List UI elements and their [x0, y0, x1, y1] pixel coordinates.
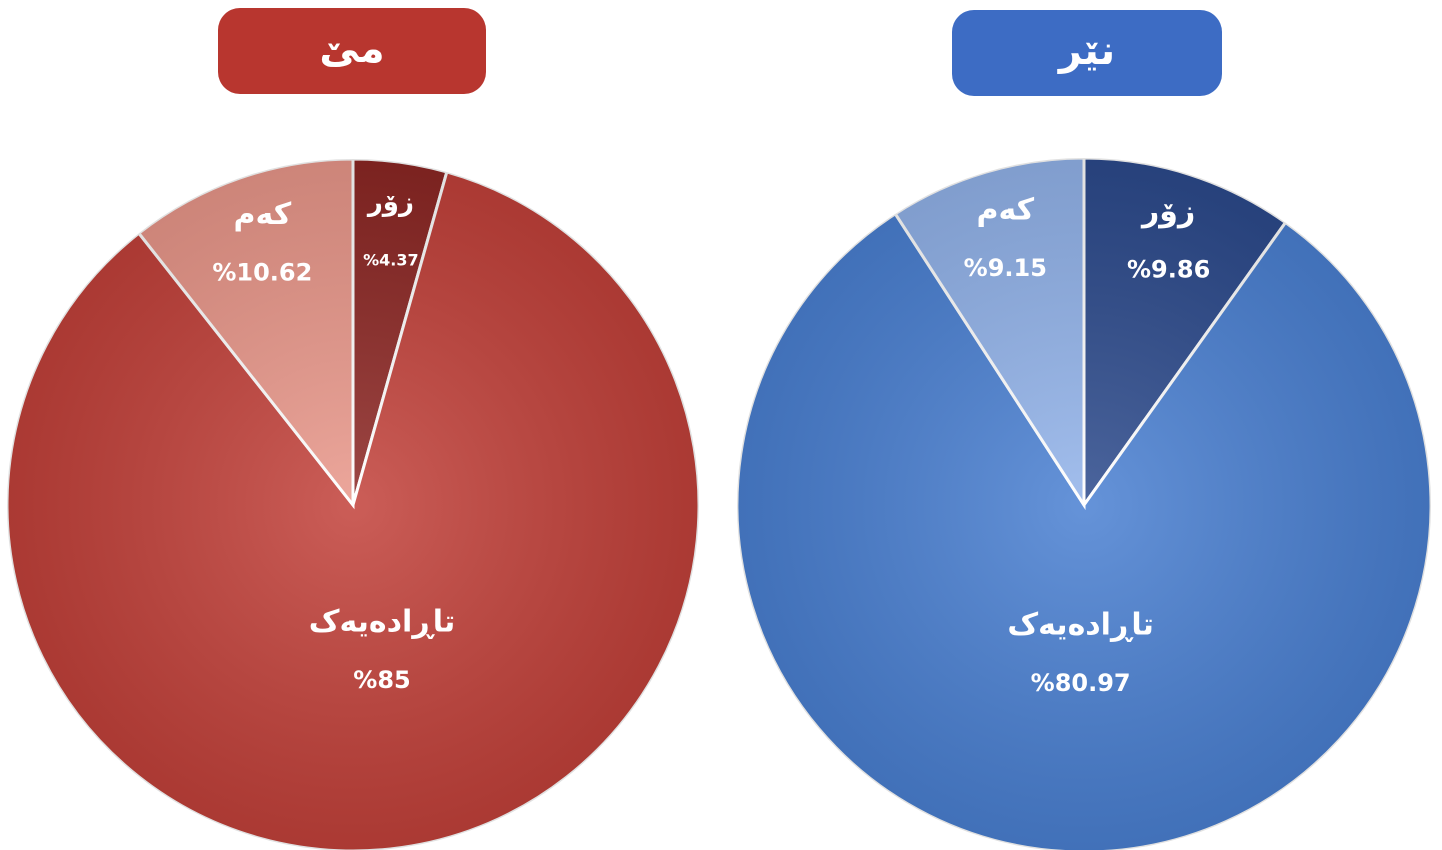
slice-label: زۆر: [366, 187, 414, 217]
slice-value: %9.15: [964, 254, 1047, 282]
slice-label: کەم: [976, 192, 1034, 227]
slice-label: کەم: [234, 197, 292, 232]
chart-title: نێر: [1057, 28, 1115, 74]
slice-value: %80.97: [1031, 669, 1131, 697]
title-pill: [218, 8, 486, 94]
slice-value: %85: [353, 666, 410, 694]
slice-label: زۆر: [1140, 194, 1195, 229]
slice-value: %9.86: [1127, 256, 1210, 284]
chart-title: مێ: [319, 26, 384, 72]
slice-label: تاڕادەیەک: [1007, 608, 1154, 643]
title-pill: [952, 10, 1222, 96]
slice-label: تاڕادەیەک: [309, 604, 456, 639]
slice-value: %4.37: [363, 250, 419, 269]
slice-value: %10.62: [212, 258, 312, 286]
